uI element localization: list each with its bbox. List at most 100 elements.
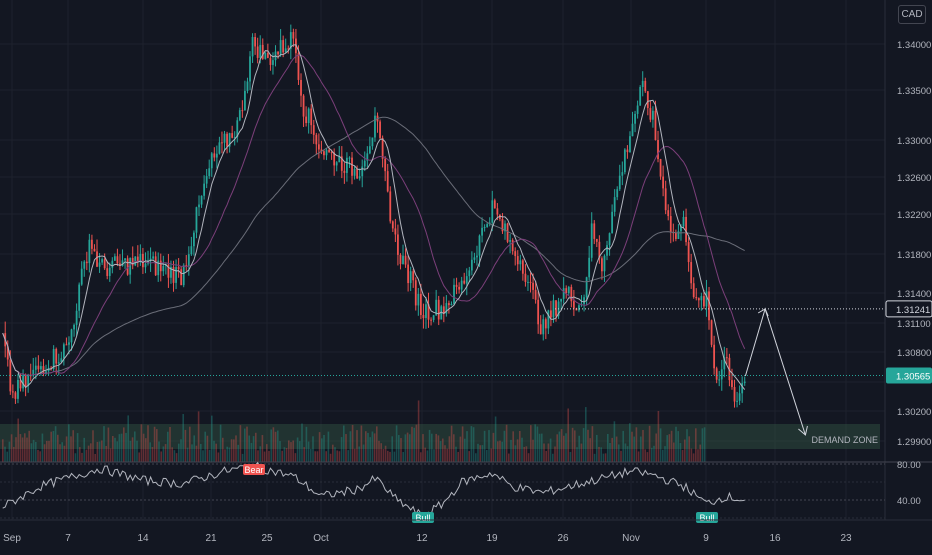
volume-bar [169, 426, 171, 462]
volume-bar [195, 445, 198, 462]
candle-body [743, 381, 746, 384]
volume-bar [138, 452, 140, 462]
volume-bar [406, 432, 409, 462]
volume-bar [609, 442, 611, 462]
volume-bar [444, 445, 446, 462]
date-axis-tick-label: 7 [65, 533, 71, 544]
volume-bar [316, 451, 319, 462]
volume-bar [380, 443, 382, 462]
volume-bar [41, 433, 44, 462]
volume-bar [160, 451, 162, 462]
volume-bar [347, 450, 349, 462]
volume-bar [98, 441, 101, 462]
volume-bar [103, 426, 105, 462]
projection-peak-arrowhead [757, 308, 769, 317]
volume-bar [318, 432, 321, 462]
volume-bar [147, 425, 149, 462]
volume-bar [470, 426, 473, 462]
candle-body [585, 277, 588, 298]
candle-body [598, 241, 601, 259]
volume-bar [367, 432, 369, 462]
volume-bar [580, 443, 583, 462]
candle-body [629, 136, 631, 153]
candle-body [720, 369, 723, 380]
volume-bar [472, 427, 475, 462]
volume-bar [519, 430, 521, 462]
volume-bar [629, 423, 631, 462]
candle-body [45, 371, 47, 374]
candle-body [412, 271, 415, 281]
candle-body [366, 153, 369, 161]
candle-body [465, 276, 468, 284]
date-axis-tick-label: 26 [557, 533, 569, 544]
price-axis-tick-label: 1.30200 [897, 407, 931, 418]
candle-body [111, 260, 114, 268]
volume-bar [266, 444, 268, 462]
candle-body [682, 216, 685, 227]
candle-body [409, 271, 412, 284]
candle-body [175, 267, 177, 283]
volume-bar [503, 430, 506, 462]
volume-bar [431, 433, 433, 462]
volume-bar [83, 437, 85, 462]
volume-bar [343, 425, 345, 462]
candle-body [351, 157, 353, 176]
volume-bar [85, 449, 88, 462]
volume-bar [446, 448, 448, 462]
volume-bar [94, 453, 96, 462]
volume-bar [510, 439, 512, 462]
candle-body [731, 380, 733, 388]
volume-bar [437, 435, 440, 462]
candle-body [187, 254, 190, 267]
volume-bar [677, 431, 679, 462]
candle-body [371, 137, 374, 147]
currency-badge[interactable]: CAD [898, 5, 926, 24]
date-axis-tick-label: 25 [261, 533, 273, 544]
volume-bar [233, 439, 235, 462]
volume-bar [404, 434, 407, 462]
candle-body [685, 216, 687, 243]
candle-body [170, 267, 172, 278]
candle-body [37, 365, 40, 370]
volume-bar [391, 436, 393, 462]
volume-bar [499, 440, 501, 462]
volume-bar [688, 436, 690, 462]
volume-bar [541, 433, 543, 462]
volume-bar [574, 430, 576, 462]
candle-body [677, 231, 680, 239]
candle-body [320, 149, 323, 152]
candle-body [154, 256, 157, 276]
volume-bar [10, 434, 13, 462]
volume-bar [178, 443, 180, 462]
volume-bar [285, 447, 288, 462]
candle-body [147, 260, 149, 264]
candle-body [353, 168, 356, 176]
volume-bar [268, 450, 270, 462]
volume-bar [433, 449, 435, 462]
volume-bar [400, 438, 402, 462]
volume-bar [349, 431, 352, 462]
volume-bar [591, 426, 594, 462]
candle-body [106, 268, 109, 276]
candle-body [198, 204, 200, 208]
volume-bar [512, 431, 514, 462]
volume-bar [222, 437, 224, 462]
volume-bar [624, 443, 627, 462]
candle-body [19, 379, 22, 389]
volume-bar [664, 446, 666, 462]
candle-body [524, 273, 527, 282]
volume-bar [314, 451, 316, 462]
volume-bar [516, 439, 519, 462]
volume-bar [681, 449, 684, 462]
volume-bar [571, 427, 574, 462]
candle-body [595, 238, 598, 242]
candle-body [674, 232, 677, 239]
volume-bar [191, 444, 193, 462]
volume-bar [611, 437, 613, 462]
candle-body [70, 329, 73, 343]
volume-bar [365, 431, 367, 462]
candle-body [282, 40, 285, 53]
volume-bar [79, 447, 81, 462]
